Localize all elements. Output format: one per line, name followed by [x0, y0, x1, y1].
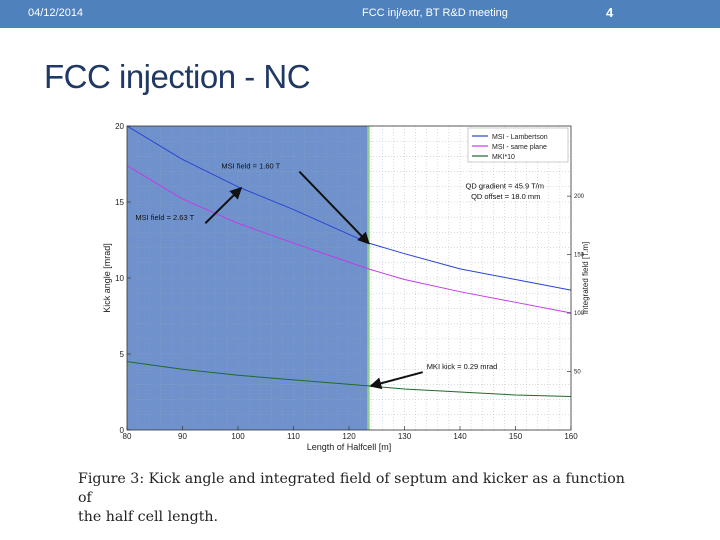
- y-tick-label: 10: [115, 274, 124, 283]
- caption-line-1: Figure 3: Kick angle and integrated fiel…: [78, 471, 625, 506]
- annotation-arrow-1: [298, 170, 370, 245]
- annotation-5: MKI kick = 0.29 mrad: [427, 362, 498, 371]
- annotation-arrow-5: [369, 371, 423, 390]
- x-tick-label: 120: [342, 432, 356, 441]
- caption-line-2: the half cell length.: [78, 509, 219, 525]
- y-tick-label: 20: [115, 122, 124, 131]
- kick-angle-chart: 80 90 100 110 120 130 140 150 160 0 5 10 15 20 50 100 15…: [102, 122, 590, 452]
- x-tick-label: 150: [509, 432, 523, 441]
- y2-axis-label: Integrated field [T.m]: [581, 242, 590, 314]
- header-bar: 04/12/2014 FCC inj/extr, BT R&D meeting …: [0, 0, 720, 28]
- legend-entry-3: MKI*10: [492, 154, 515, 161]
- x-tick-label: 100: [231, 432, 245, 441]
- x-tick-label: 90: [178, 432, 187, 441]
- series-line-2: [126, 165, 572, 314]
- page-number: 4: [606, 5, 614, 20]
- y-tick-label: 15: [115, 198, 124, 207]
- annotation-4: QD offset = 18.0 mm: [471, 192, 540, 201]
- legend-entry-1: MSI - Lambertson: [492, 134, 548, 141]
- series-line-3: [126, 361, 572, 398]
- header-date: 04/12/2014: [28, 7, 84, 19]
- y2-tick-label: 100: [574, 311, 585, 317]
- y-tick-label: 5: [120, 350, 125, 359]
- header-meeting: FCC inj/extr, BT R&D meeting: [362, 7, 508, 19]
- x-axis-label: Length of Halfcell [m]: [307, 442, 392, 452]
- x-tick-label: 80: [123, 432, 132, 441]
- legend-entry-2: MSI - same plane: [492, 144, 547, 151]
- y2-tick-label: 50: [574, 370, 581, 376]
- y2-tick-label: 200: [574, 194, 585, 200]
- x-tick-label: 140: [453, 432, 467, 441]
- y-tick-label: 0: [120, 426, 125, 435]
- x-tick-label: 160: [564, 432, 578, 441]
- annotation-3: QD gradient = 45.9 T/m: [466, 181, 544, 190]
- x-tick-label: 130: [398, 432, 412, 441]
- y-axis-label: Kick angle [mrad]: [102, 243, 112, 313]
- slide-title: FCC injection - NC: [44, 58, 311, 95]
- annotation-1: MSI field = 1.60 T: [221, 162, 280, 171]
- figure-caption: Figure 3: Kick angle and integrated fiel…: [78, 470, 638, 527]
- annotation-arrow-2: [204, 186, 243, 224]
- x-tick-label: 110: [287, 432, 300, 441]
- annotation-2: MSI field = 2.63 T: [135, 213, 194, 222]
- y2-tick-label: 150: [574, 253, 585, 259]
